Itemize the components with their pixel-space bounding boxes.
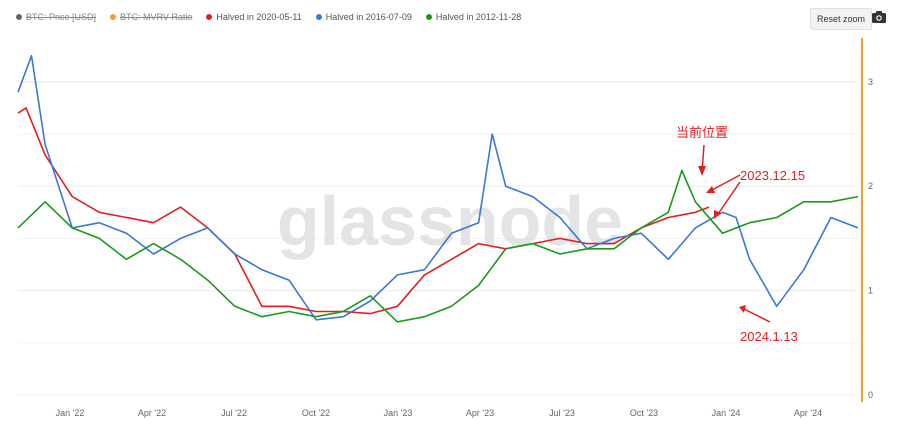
legend-label: Halved in 2020-05-11: [216, 12, 302, 22]
x-tick-label: Apr '24: [794, 408, 822, 418]
y-tick-label: 1: [868, 286, 873, 296]
legend-dot-icon: [206, 14, 213, 20]
annotation-2023-12-15: 2023.12.15: [740, 168, 805, 183]
camera-icon[interactable]: [872, 11, 886, 23]
x-tick-label: Jan '24: [712, 408, 741, 418]
arrow-head: [706, 186, 715, 193]
y-axis: 0 1 2 3: [868, 77, 873, 400]
y-tick-label: 3: [868, 77, 873, 87]
legend-dot-icon: [315, 14, 322, 20]
reset-zoom-button[interactable]: Reset zoom: [810, 8, 873, 30]
series-line-halved-in-2012-11-28: [17, 169, 859, 323]
annotation-current-position: 当前位置: [676, 125, 728, 140]
legend-label: BTC: Price [USD]: [26, 12, 97, 22]
legend: BTC: Price [USD] BTC: MVRV Ratio Halved …: [16, 8, 521, 26]
legend-item-mvrv[interactable]: BTC: MVRV Ratio: [110, 12, 192, 22]
legend-dot-icon: [16, 14, 22, 20]
legend-dot-icon: [110, 14, 117, 20]
y-tick-label: 2: [868, 181, 873, 191]
annotations: 当前位置 2023.12.15 2024.1.13: [676, 125, 805, 344]
arrow-head: [698, 166, 706, 176]
x-tick-label: Oct '23: [630, 408, 658, 418]
arrow-2023-12-15-a: [711, 174, 741, 191]
annotation-2024-1-13: 2024.1.13: [740, 329, 798, 344]
legend-item-halved-2020[interactable]: Halved in 2020-05-11: [206, 12, 302, 22]
arrow-head: [714, 210, 721, 219]
x-tick-label: Apr '22: [138, 408, 166, 418]
watermark: glassnode: [277, 182, 623, 260]
arrow-head: [739, 305, 746, 313]
x-tick-label: Oct '22: [302, 408, 330, 418]
x-tick-label: Jul '22: [221, 408, 247, 418]
x-axis: Jan '22 Apr '22 Jul '22 Oct '22 Jan '23 Apr '…: [56, 408, 823, 418]
legend-item-btc-price[interactable]: BTC: Price [USD]: [16, 12, 96, 22]
legend-label: BTC: MVRV Ratio: [120, 12, 193, 22]
x-tick-label: Jan '23: [384, 408, 413, 418]
y-tick-label: 0: [868, 390, 873, 400]
x-tick-label: Jan '22: [56, 408, 85, 418]
arrow-2023-12-15-b: [717, 181, 741, 215]
x-tick-label: Jul '23: [549, 408, 575, 418]
legend-dot-icon: [425, 14, 432, 20]
legend-item-halved-2012[interactable]: Halved in 2012-11-28: [425, 12, 522, 22]
legend-label: Halved in 2016-07-09: [325, 12, 412, 22]
series-line-halved-in-2016-07-09: [17, 54, 859, 321]
legend-item-halved-2016[interactable]: Halved in 2016-07-09: [315, 12, 412, 22]
x-tick-label: Apr '23: [466, 408, 494, 418]
arrow-2024-1-13: [743, 308, 771, 323]
series-group: [17, 54, 859, 323]
annotation-arrows: [698, 144, 771, 323]
legend-label: Halved in 2012-11-28: [435, 12, 522, 22]
